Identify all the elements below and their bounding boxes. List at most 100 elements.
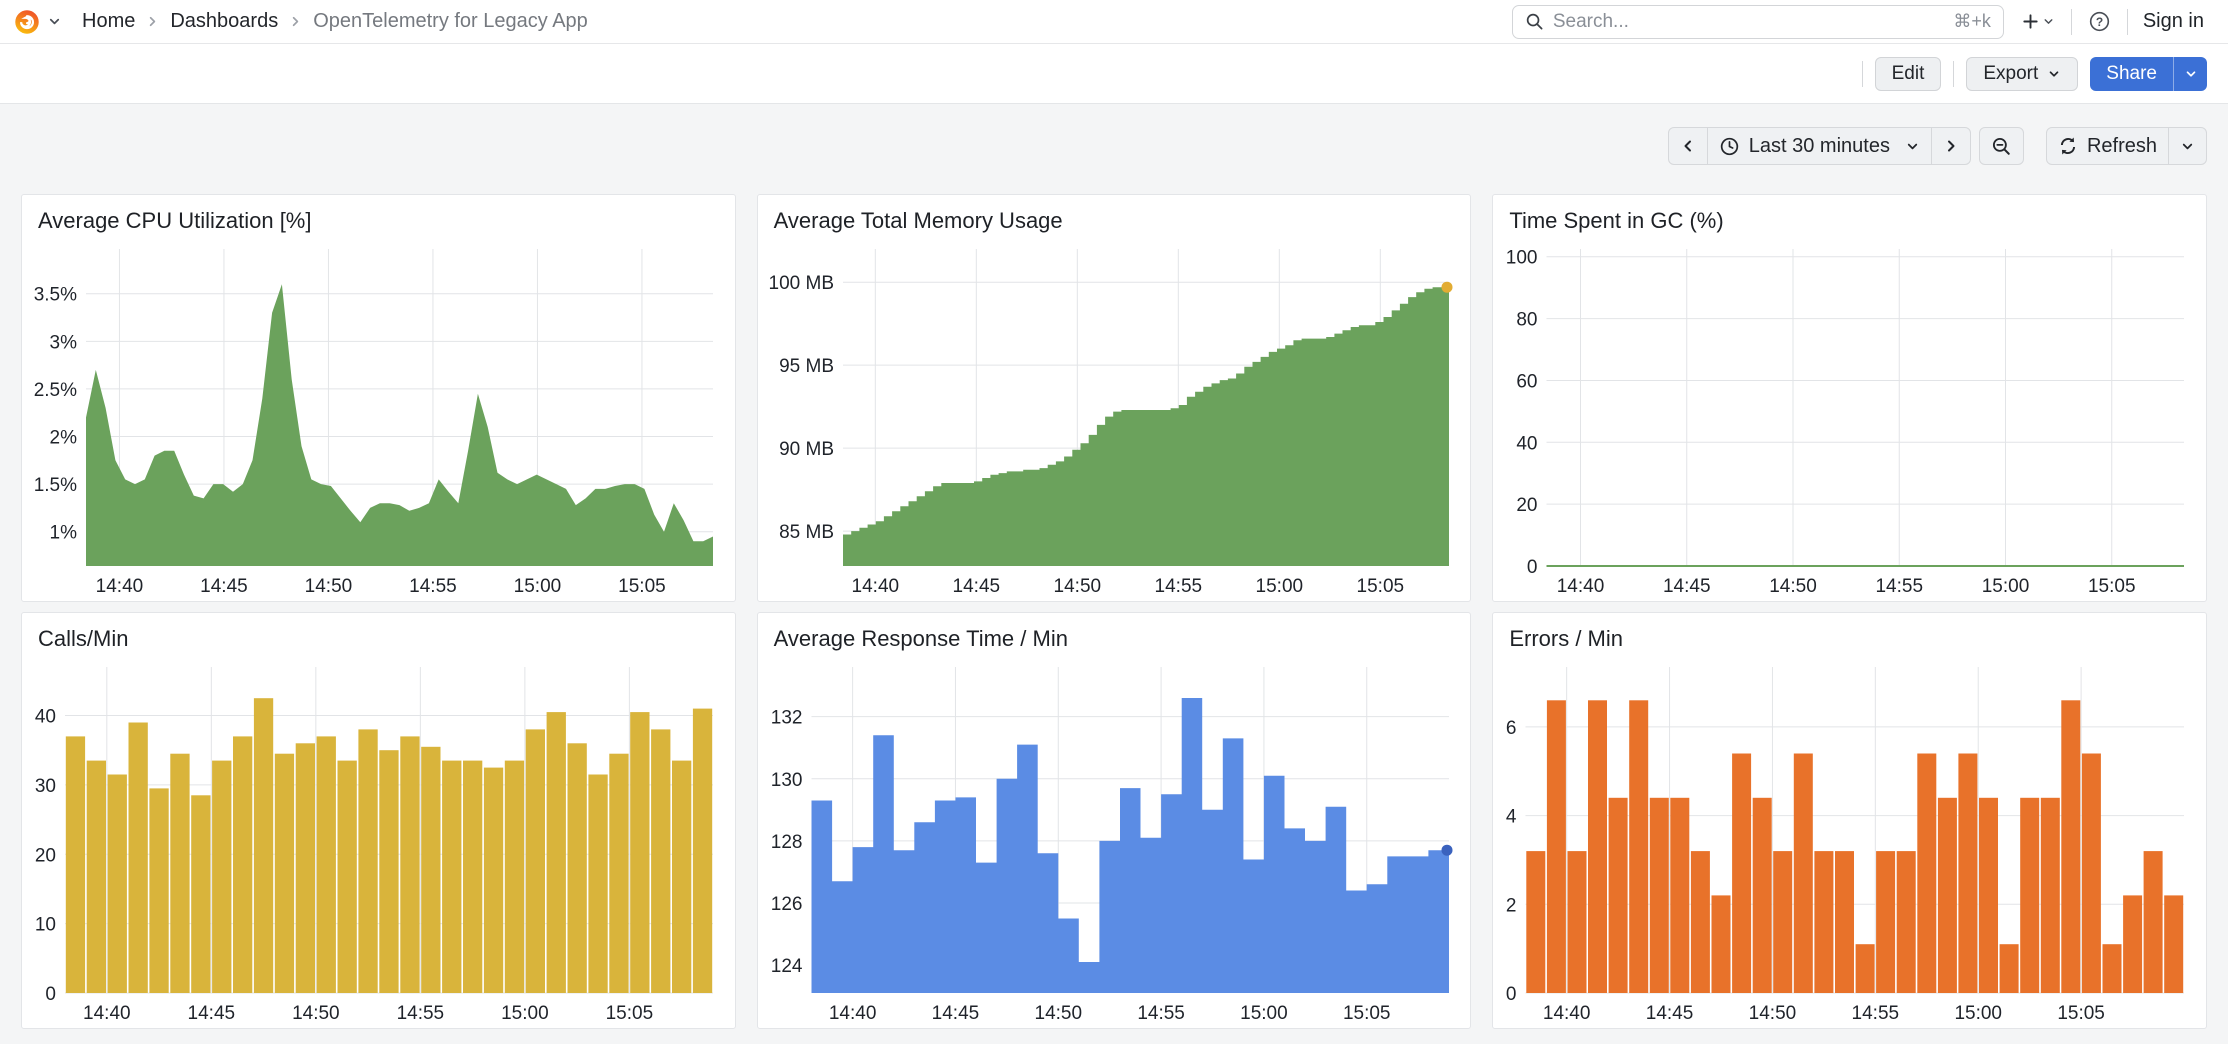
time-shift-forward-button[interactable] <box>1930 127 1971 165</box>
svg-text:124: 124 <box>770 956 802 977</box>
memory-usage-chart[interactable]: 14:40 14:45 14:50 14:55 15:00 15:05 85 MB 90 MB… <box>764 239 1463 600</box>
calls-per-min-chart[interactable]: 14:40 14:45 14:50 14:55 15:00 15:05 0 10 20 30 40 <box>28 657 727 1027</box>
clock-icon <box>1720 137 1738 155</box>
svg-text:14:55: 14:55 <box>1137 1003 1185 1024</box>
chevron-down-icon <box>2044 19 2053 24</box>
breadcrumb-separator-icon <box>145 14 160 29</box>
svg-text:15:05: 15:05 <box>618 576 666 597</box>
sign-in-button[interactable]: Sign in <box>2142 10 2204 32</box>
svg-text:14:50: 14:50 <box>1749 1003 1797 1024</box>
panel-title[interactable]: Average Total Memory Usage <box>773 208 1063 233</box>
chevron-down-icon <box>1907 143 1918 149</box>
time-controls: Last 30 minutes Refresh <box>0 104 2228 165</box>
share-options-button[interactable] <box>2173 56 2207 91</box>
refresh-button[interactable]: Refresh <box>2045 127 2169 165</box>
panel-calls-per-min: Calls/Min 14:40 14:45 14:50 14:55 15:00 15:05… <box>21 612 736 1029</box>
errors-per-min-chart[interactable]: 14:40 14:45 14:50 14:55 15:00 15:05 0 2 4 6 <box>1499 657 2198 1027</box>
panel-title[interactable]: Errors / Min <box>1509 626 1624 651</box>
svg-text:2.5%: 2.5% <box>34 379 77 400</box>
divider <box>1953 60 1955 87</box>
svg-text:40: 40 <box>35 706 56 727</box>
svg-text:14:50: 14:50 <box>292 1003 340 1024</box>
breadcrumb-current-dashboard: OpenTelemetry for Legacy App <box>313 10 588 32</box>
svg-text:14:45: 14:45 <box>952 576 1000 597</box>
refresh-label: Refresh <box>2086 134 2157 157</box>
share-split-button: Share <box>2090 56 2207 91</box>
svg-text:1.5%: 1.5% <box>34 475 77 496</box>
export-label: Export <box>1983 62 2039 84</box>
svg-text:14:50: 14:50 <box>305 576 353 597</box>
refresh-interval-button[interactable] <box>2168 127 2207 165</box>
svg-text:40: 40 <box>1517 433 1538 454</box>
search-icon <box>1526 13 1543 30</box>
svg-text:14:40: 14:40 <box>1557 576 1605 597</box>
svg-text:15:00: 15:00 <box>1240 1003 1288 1024</box>
chevron-down-icon <box>2049 70 2059 77</box>
search-input[interactable] <box>1552 10 1945 33</box>
zoom-out-time-button[interactable] <box>1978 127 2024 165</box>
chevron-right-icon <box>1947 140 1955 152</box>
top-nav-bar: Home Dashboards OpenTelemetry for Legacy… <box>0 0 2228 44</box>
svg-text:4: 4 <box>1506 806 1517 827</box>
time-range-picker-button[interactable]: Last 30 minutes <box>1706 127 1932 165</box>
svg-text:30: 30 <box>35 775 56 796</box>
time-range-label: Last 30 minutes <box>1748 134 1890 157</box>
svg-text:14:45: 14:45 <box>188 1003 236 1024</box>
refresh-icon <box>2060 137 2076 155</box>
cpu-utilization-chart[interactable]: 14:40 14:45 14:50 14:55 15:00 15:05 1% 1.5% 2% 2.… <box>28 239 727 600</box>
svg-text:132: 132 <box>770 707 802 728</box>
search-box[interactable]: ⌘+k <box>1511 4 2004 39</box>
export-button[interactable]: Export <box>1966 56 2079 91</box>
breadcrumb-separator-icon <box>288 14 303 29</box>
svg-text:95 MB: 95 MB <box>779 356 834 377</box>
svg-text:14:40: 14:40 <box>1543 1003 1591 1024</box>
breadcrumb-home[interactable]: Home <box>82 10 136 32</box>
help-button[interactable]: ? <box>2079 5 2120 39</box>
divider <box>1861 60 1863 87</box>
response-time-chart[interactable]: 14:40 14:45 14:50 14:55 15:00 15:05 124 126 128 1… <box>764 657 1463 1027</box>
svg-text:20: 20 <box>1517 495 1538 516</box>
divider <box>2126 8 2128 35</box>
time-shift-back-button[interactable] <box>1667 127 1708 165</box>
svg-text:0: 0 <box>1527 557 1538 578</box>
svg-text:14:45: 14:45 <box>1663 576 1711 597</box>
svg-text:15:00: 15:00 <box>1982 576 2030 597</box>
breadcrumb-dashboards[interactable]: Dashboards <box>170 10 279 32</box>
edit-button[interactable]: Edit <box>1874 56 1942 91</box>
svg-text:14:40: 14:40 <box>829 1003 877 1024</box>
grafana-home-button[interactable] <box>12 7 62 37</box>
share-button[interactable]: Share <box>2090 56 2173 91</box>
panel-title[interactable]: Time Spent in GC (%) <box>1509 208 1724 233</box>
svg-text:3%: 3% <box>50 332 78 353</box>
svg-text:2%: 2% <box>50 427 78 448</box>
svg-text:0: 0 <box>1506 984 1517 1005</box>
help-icon: ? <box>2089 11 2109 32</box>
panel-response-time: Average Response Time / Min 14:40 14:45 14… <box>756 612 1472 1029</box>
svg-text:14:55: 14:55 <box>1154 576 1202 597</box>
zoom-out-icon <box>1992 137 2010 155</box>
svg-text:126: 126 <box>770 893 802 914</box>
chevron-left-icon <box>1684 140 1691 152</box>
gc-time-chart[interactable]: 14:40 14:45 14:50 14:55 15:00 15:05 0 20 40 60 80 1… <box>1499 239 2198 600</box>
chevron-down-icon <box>2186 70 2195 77</box>
panel-title[interactable]: Calls/Min <box>38 626 129 651</box>
svg-text:130: 130 <box>770 769 802 790</box>
panel-title[interactable]: Average CPU Utilization [%] <box>38 208 312 233</box>
svg-text:14:45: 14:45 <box>200 576 248 597</box>
panel-cpu-utilization: Average CPU Utilization [%] 14:40 14:45 14… <box>21 194 736 602</box>
svg-text:2: 2 <box>1506 895 1517 916</box>
chevron-down-icon <box>49 18 60 25</box>
svg-text:15:05: 15:05 <box>2058 1003 2106 1024</box>
divider <box>2070 8 2072 35</box>
svg-text:90 MB: 90 MB <box>779 439 834 460</box>
svg-text:?: ? <box>2096 15 2103 29</box>
panel-title[interactable]: Average Response Time / Min <box>773 626 1068 651</box>
grafana-logo <box>15 9 39 34</box>
svg-text:15:00: 15:00 <box>1255 576 1303 597</box>
new-menu-button[interactable] <box>2012 5 2064 39</box>
svg-text:14:45: 14:45 <box>1646 1003 1694 1024</box>
svg-text:15:00: 15:00 <box>501 1003 549 1024</box>
svg-text:100: 100 <box>1506 247 1538 268</box>
svg-text:14:55: 14:55 <box>1876 576 1924 597</box>
svg-text:60: 60 <box>1517 371 1538 392</box>
